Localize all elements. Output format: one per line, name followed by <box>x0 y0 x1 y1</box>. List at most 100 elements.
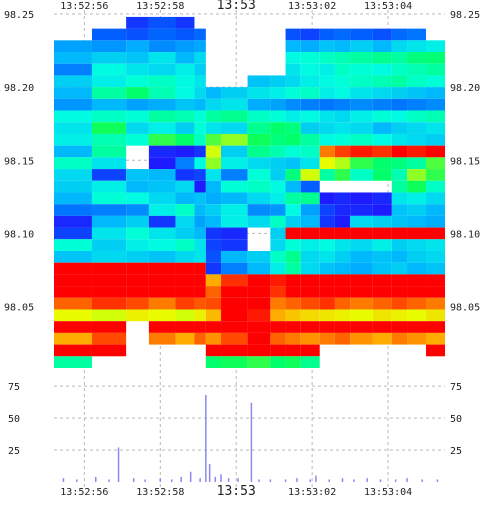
heatmap-cell <box>221 274 248 287</box>
heatmap-cell <box>372 297 392 310</box>
heatmap-cell <box>334 75 351 88</box>
heatmap-cell <box>285 145 301 158</box>
heatmap-cells <box>54 16 445 368</box>
heatmap-cell <box>54 63 92 76</box>
heatmap-cell <box>407 204 427 216</box>
x-tick-label-top: 13:52:56 <box>60 1 108 12</box>
heatmap-cell <box>334 227 351 240</box>
heatmap-cell <box>407 192 427 205</box>
heatmap-cell <box>270 250 286 263</box>
heatmap-cell <box>372 63 392 76</box>
heatmap-cell <box>350 297 373 310</box>
heatmap-cell <box>194 250 206 263</box>
heatmap-cell <box>407 157 427 170</box>
heatmap-cell <box>205 98 222 111</box>
heatmap-cell <box>300 52 320 64</box>
heatmap-cell <box>175 192 195 205</box>
heatmap-cell <box>270 262 286 275</box>
volume-bar <box>170 479 173 482</box>
heatmap-cell <box>194 98 206 111</box>
heatmap-cell <box>334 52 351 64</box>
heatmap-cell <box>334 169 351 181</box>
heatmap-cell <box>300 110 320 123</box>
heatmap-cell <box>205 157 222 170</box>
heatmap-cell <box>91 157 127 170</box>
heatmap-cell <box>319 262 335 275</box>
volume-bar <box>406 478 408 482</box>
heatmap-cell <box>54 344 92 357</box>
volume-bar <box>95 476 97 482</box>
heatmap-cell <box>175 40 195 53</box>
heatmap-cell <box>350 262 373 275</box>
heatmap-cell <box>91 192 127 205</box>
volume-bars <box>62 395 439 482</box>
heatmap-cell <box>175 204 195 216</box>
heatmap-cell <box>334 215 351 228</box>
heatmap-cell <box>350 98 373 111</box>
heatmap-cell <box>372 274 392 287</box>
heatmap-cell <box>221 356 248 368</box>
x-tick-label-bottom: 13:53:02 <box>288 487 336 498</box>
heatmap-cell <box>300 157 320 170</box>
volume-tick-label-left: 50 <box>8 414 20 425</box>
heatmap-cell <box>126 204 149 216</box>
heatmap-cell <box>391 180 408 193</box>
heatmap-cell <box>426 180 445 193</box>
heatmap-cell <box>148 297 176 310</box>
heatmap-cell <box>285 274 301 287</box>
heatmap-cell <box>54 145 92 158</box>
volume-tick-label-right: 25 <box>450 446 462 457</box>
heatmap-cell <box>285 40 301 53</box>
heatmap-cell <box>247 309 271 322</box>
heatmap-cell <box>319 204 335 216</box>
heatmap-cell <box>407 239 427 251</box>
heatmap-cell <box>391 28 408 41</box>
heatmap-cell <box>221 110 248 123</box>
heatmap-cell <box>372 52 392 64</box>
heatmap-cell <box>270 98 286 111</box>
heatmap-cell <box>148 157 176 170</box>
heatmap-cell <box>148 98 176 111</box>
heatmap-cell <box>175 286 195 298</box>
heatmap-cell <box>221 133 248 146</box>
heatmap-cell <box>175 180 195 193</box>
price-tick-label-right: 98.15 <box>450 156 480 167</box>
heatmap-cell <box>91 286 127 298</box>
heatmap-cell <box>126 52 149 64</box>
heatmap-cell <box>426 63 445 76</box>
heatmap-cell <box>247 133 271 146</box>
heatmap-cell <box>205 87 222 99</box>
heatmap-cell <box>426 87 445 99</box>
heatmap-cell <box>372 321 392 333</box>
heatmap-cell <box>126 192 149 205</box>
x-tick-label-top: 13:52:58 <box>136 1 184 12</box>
heatmap-cell <box>175 145 195 158</box>
heatmap-cell <box>91 28 127 41</box>
heatmap-cell <box>391 122 408 134</box>
heatmap-cell <box>91 332 127 345</box>
heatmap-cell <box>391 321 408 333</box>
heatmap-cell <box>205 321 222 333</box>
heatmap-cell <box>426 344 445 357</box>
heatmap-cell <box>334 262 351 275</box>
heatmap-cell <box>391 63 408 76</box>
heatmap-cell <box>175 157 195 170</box>
volume-bar <box>205 395 207 482</box>
heatmap-cell <box>148 227 176 240</box>
heatmap-cell <box>426 274 445 287</box>
heatmap-cell <box>194 63 206 76</box>
heatmap-cell <box>205 262 222 275</box>
heatmap-cell <box>285 297 301 310</box>
heatmap-cell <box>391 145 408 158</box>
heatmap-cell <box>391 87 408 99</box>
heatmap-cell <box>247 75 271 88</box>
volume-bar <box>237 478 239 482</box>
heatmap-cell <box>391 40 408 53</box>
heatmap-cell <box>426 286 445 298</box>
heatmap-cell <box>175 274 195 287</box>
heatmap-cell <box>91 321 127 333</box>
heatmap-cell <box>407 227 427 240</box>
heatmap-cell <box>247 250 271 263</box>
heatmap-cell <box>91 297 127 310</box>
heatmap-cell <box>221 169 248 181</box>
